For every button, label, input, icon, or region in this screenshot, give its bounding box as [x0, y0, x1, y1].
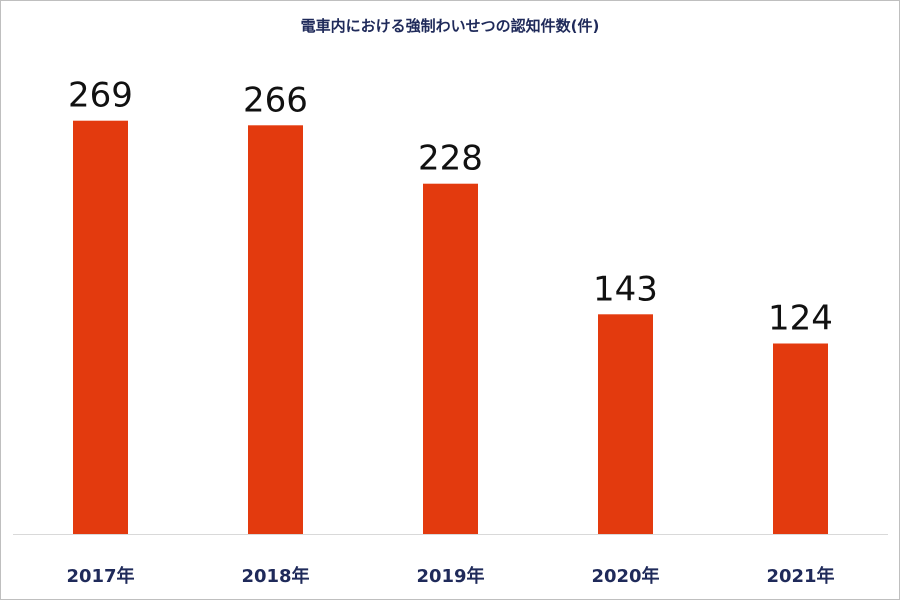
x-tick-label-2017年: 2017年 [66, 565, 134, 587]
x-tick-labels-group: 2017年 2018年 2019年 2020年 2021年 [66, 565, 834, 587]
data-label-2020年: 143 [593, 269, 658, 309]
x-tick-label-2019年: 2019年 [416, 565, 484, 587]
bar-2020年 [598, 314, 653, 534]
data-label-2021年: 124 [768, 299, 833, 339]
bars-group [73, 120, 828, 535]
bar-2018年 [248, 125, 303, 535]
bar-2021年 [773, 343, 828, 534]
data-label-2018年: 266 [243, 80, 308, 120]
x-tick-label-2021年: 2021年 [766, 565, 834, 587]
chart-title: 電車内における強制わいせつの認知件数(件) [300, 17, 600, 35]
x-tick-label-2020年: 2020年 [591, 565, 659, 587]
data-label-2017年: 269 [68, 76, 133, 116]
x-tick-label-2018年: 2018年 [241, 565, 309, 587]
data-label-2019年: 228 [418, 139, 483, 179]
bar-2019年 [423, 183, 478, 534]
bar-2017年 [73, 120, 128, 534]
data-labels-group: 269 266 228 143 124 [68, 76, 833, 339]
